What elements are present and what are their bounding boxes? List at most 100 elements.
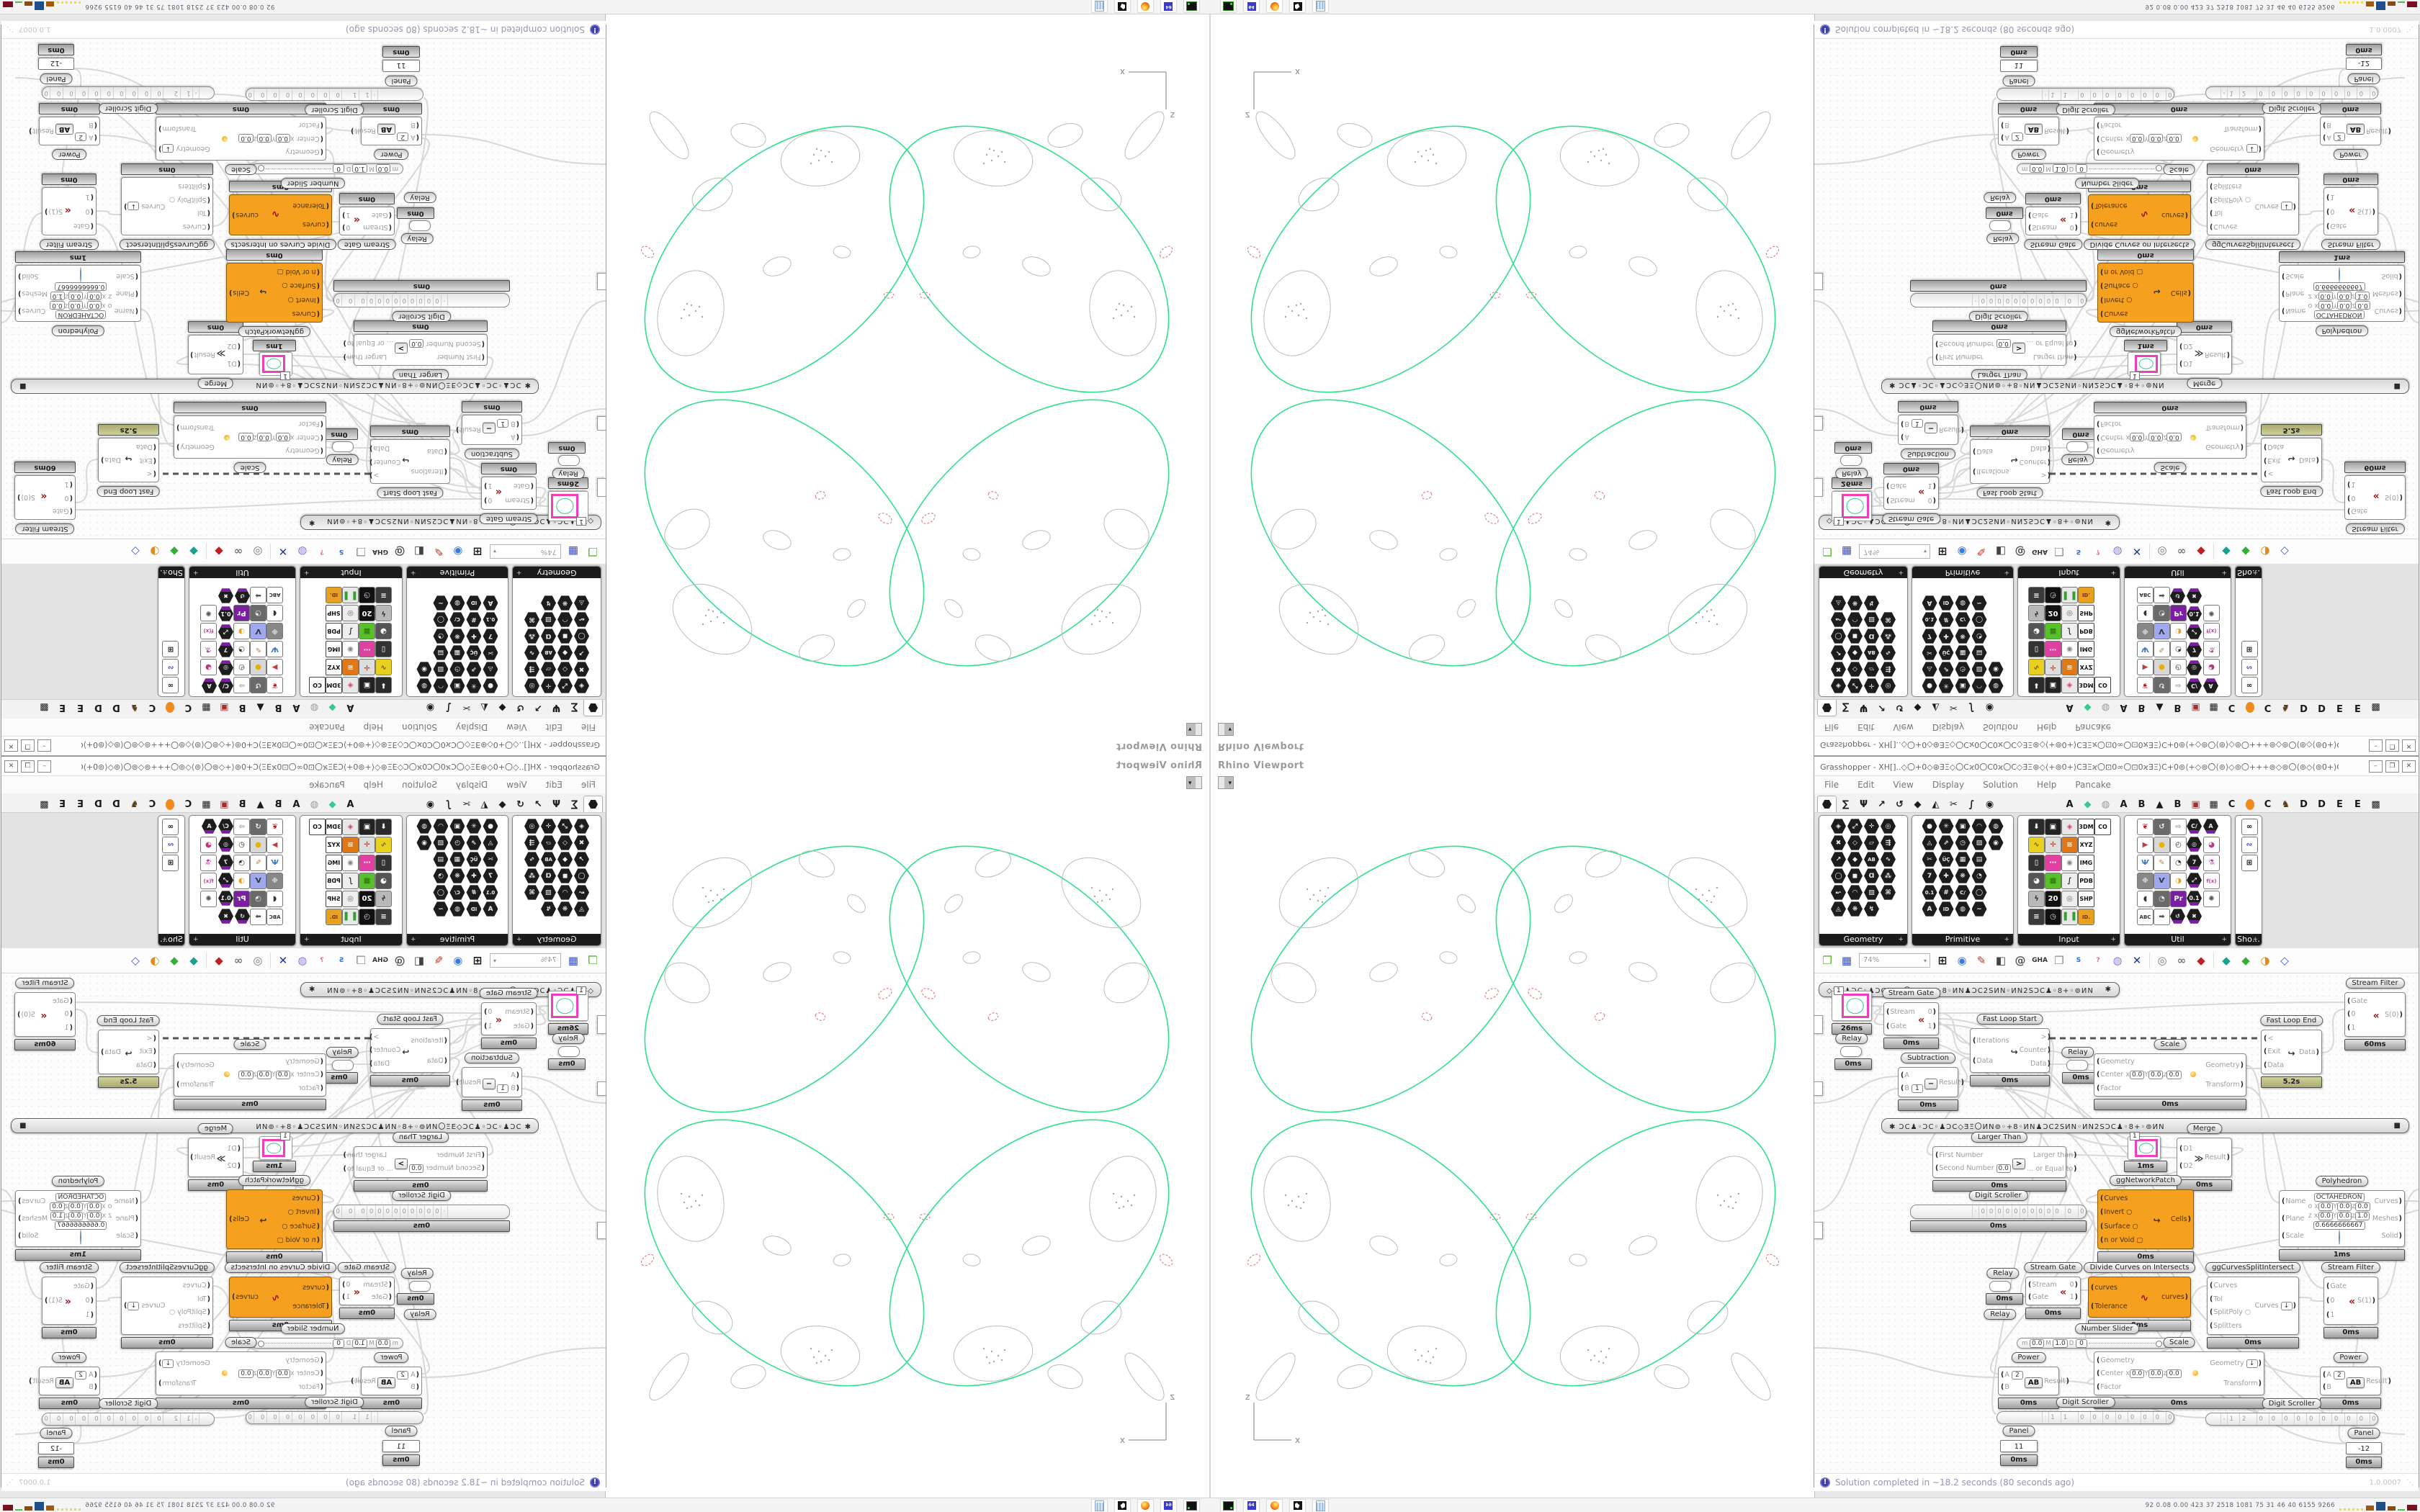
palette-geometry[interactable]: ◈ ⤢ ✛ ◎ ✖ ◇ ▱ ⇶ ↗ ◆ AB ∿ ◯ ◼ Ɑ ⁂ ↜ ◠ ▧ ⌘ ◬ ❋ ↯ Geometry + <box>512 566 601 697</box>
palette-icon[interactable]: ✖ <box>218 909 233 924</box>
component-label-capsule[interactable]: Scale <box>233 462 266 473</box>
toolbar-icon-3[interactable]: ⊞ <box>1937 954 1948 967</box>
palette-icon[interactable]: ⇨ <box>233 819 250 835</box>
palette-icon[interactable]: ❦ <box>2137 819 2154 835</box>
palette-icon[interactable]: ◔ <box>250 891 266 907</box>
profiler-tag[interactable]: 1ms <box>2279 1249 2405 1261</box>
digit-cell[interactable]: · <box>442 294 448 306</box>
component-icon[interactable]: ↪ <box>125 454 132 467</box>
component-label-capsule[interactable]: Fast Loop Start <box>1976 1014 2043 1025</box>
group-label-panel[interactable]: ✱ ƆC♟◦ƆC◦♟ƆC◇ƎΞ〇ИN⊚◦+8◦ИN♟ƆC2SИN◦ИN2SƆC♟… <box>1881 379 2409 394</box>
palette-icon[interactable]: ◈ <box>574 678 589 693</box>
component-outputs[interactable]: Cells <box>2171 1192 2191 1247</box>
tab-18[interactable]: ▣ <box>220 798 229 810</box>
digit-cell[interactable]: 0 <box>271 89 280 100</box>
component-center[interactable]: « <box>2347 1279 2357 1323</box>
digit-cell[interactable]: · <box>2042 1412 2048 1423</box>
edge-clipped-component[interactable] <box>1814 1015 1823 1034</box>
menu-item-help[interactable]: Help <box>2036 780 2057 790</box>
component-center[interactable]: ↪ <box>121 440 136 480</box>
center-value[interactable]: OCTAHEDRON <box>55 310 107 320</box>
palette-expand-icon[interactable]: + <box>2004 569 2009 576</box>
palette-sho[interactable]: ∞ ∾ ⊞ Sho… + <box>158 566 185 697</box>
toolbar-icon-20[interactable]: ◆ <box>2241 954 2250 967</box>
profiler-tag[interactable]: 0ms <box>481 463 537 474</box>
gh-component-power[interactable]: A 2BABResult <box>32 117 100 145</box>
toolbar-icon-0[interactable]: ❐ <box>1822 954 1832 967</box>
purple-bar[interactable] <box>220 866 232 870</box>
palette-icon[interactable]: f(x) <box>200 873 217 889</box>
palette-icon[interactable]: ✛ <box>359 837 375 853</box>
palette-icon[interactable]: ∼ <box>434 901 449 917</box>
gh-component-ggnetworkpatch[interactable]: CurvesInvert ○Surface ○n or Void ▢↪Cells <box>2097 263 2194 323</box>
gh-panel[interactable]: -12 <box>2346 58 2382 70</box>
component-label-capsule[interactable]: ggCurvesSplitIntersect <box>120 1262 215 1273</box>
component-center[interactable]: > <box>2011 336 2027 364</box>
profiler-tag[interactable]: 26ms <box>1832 477 1872 489</box>
toolbar-icon-16[interactable]: ∞ <box>2177 545 2187 558</box>
component-label-capsule[interactable]: Polyhedron <box>2315 325 2369 336</box>
input-port[interactable]: B <box>2323 1383 2331 1391</box>
selection-frame[interactable] <box>262 355 286 373</box>
digit-cell[interactable]: · <box>2042 89 2048 100</box>
component-outputs[interactable]: >CounterData <box>2020 1030 2051 1071</box>
resize-grip[interactable]: ⋱ <box>2406 1478 2414 1487</box>
digit-cell[interactable]: 0 <box>2269 87 2277 99</box>
input-port[interactable]: Factor <box>2097 420 2121 428</box>
palette-icon[interactable]: ∫ <box>342 873 359 889</box>
component-inputs[interactable]: CurvesTolSplitPoly ○Splitters <box>2210 1279 2251 1333</box>
palette-slot-empty[interactable] <box>2094 588 2110 603</box>
system-tray[interactable]: 92 0.08 0.00 423 37 2518 1081 75 31 46 4… <box>2146 1499 2420 1512</box>
palette-caption[interactable]: Geometry + <box>513 567 601 578</box>
component-label-capsule[interactable]: Relay <box>403 1309 436 1320</box>
profiler-tag[interactable]: 0ms <box>1910 1220 2087 1232</box>
component-inputs[interactable]: CurvesInvert ○Surface ○n or Void ▢ <box>277 1192 320 1247</box>
palette-icon[interactable]: ▦ <box>1955 645 1971 660</box>
palette-icon[interactable]: ◍ <box>1988 819 2004 834</box>
palette-icon[interactable]: ▤ <box>434 645 449 660</box>
palette-sho[interactable]: ∞ ∾ ⊞ Sho… + <box>158 815 185 946</box>
selected-circle-param[interactable]: 1 <box>548 491 588 526</box>
component-label-capsule[interactable]: Divide Curves on Intersects <box>224 239 337 250</box>
component-center[interactable]: ≫ <box>215 1140 228 1175</box>
calculator-glyph[interactable] <box>1095 1500 1104 1511</box>
component-outputs[interactable]: Data <box>101 440 121 480</box>
purple-bar[interactable] <box>2188 606 2200 610</box>
palette-icon[interactable]: ◍ <box>1989 678 2004 693</box>
toolbar-icon-13[interactable]: ✕ <box>278 545 288 558</box>
canvas-toolbar[interactable]: ❐▦74%⊞◉✎◧@GHA❒S?◍✕◎∞◆◆◆◑◇ <box>1814 539 2419 564</box>
taskbar-icon-drive[interactable] <box>1220 1498 1237 1512</box>
component-label-capsule[interactable]: Panel <box>2347 1428 2380 1439</box>
output-port[interactable]: Transform <box>2223 1380 2262 1387</box>
component-center[interactable]: AB <box>2023 1369 2044 1393</box>
component-inputs[interactable]: AB 1 <box>497 1069 519 1095</box>
slider-field[interactable]: D 0 <box>2069 1338 2087 1348</box>
palette-icon[interactable]: ✖ <box>574 662 589 677</box>
tab-6[interactable]: ◭ <box>480 702 488 714</box>
palette-icon[interactable]: Pr <box>2170 891 2187 907</box>
tab-15[interactable]: B <box>274 798 282 810</box>
component-outputs[interactable]: Result <box>2366 1369 2391 1393</box>
component-inputs[interactable]: GeometryCenter x0.0Y0.0z0.0Factor <box>2097 119 2182 158</box>
palette-icon[interactable]: ≡ <box>375 587 392 603</box>
palette-icon[interactable]: ◎ <box>524 819 539 834</box>
palette-icon[interactable]: ➡ <box>2154 587 2170 603</box>
output-port[interactable]: Meshes <box>2372 289 2402 297</box>
component-center[interactable]: ≫ <box>2193 1140 2205 1175</box>
input-port[interactable]: Gate <box>73 222 94 230</box>
selection-frame[interactable] <box>2134 355 2158 373</box>
input-port[interactable]: Factor <box>2097 122 2121 130</box>
input-port[interactable]: A <box>511 1071 519 1079</box>
component-center[interactable]: AB <box>2345 119 2366 143</box>
center-value[interactable]: z x0.0Y0.0z1.0 <box>50 292 112 301</box>
gh-component-power[interactable]: A 2BABResult <box>354 117 422 145</box>
palette-icon[interactable]: ⇶ <box>1881 835 1896 850</box>
output-port[interactable]: Curves <box>18 1197 45 1205</box>
component-label-capsule[interactable]: Panel <box>385 76 418 86</box>
output-port[interactable]: Meshes <box>2372 1215 2402 1223</box>
palette-input[interactable]: ⬇ ▣ ◈ 3DM CO ∿ ✛ ≋ XYZ ▯ ⋯ ◉ IMG ◕ ▦ ∫ PDB ϟ 20 ◎ SHP ≡ ◷ ▌▐ ID.… <box>300 815 403 946</box>
output-port[interactable]: 0 <box>342 223 350 231</box>
palette-icon[interactable]: ▯ <box>2028 641 2045 657</box>
palette-icon[interactable]: ▧ <box>541 885 556 900</box>
